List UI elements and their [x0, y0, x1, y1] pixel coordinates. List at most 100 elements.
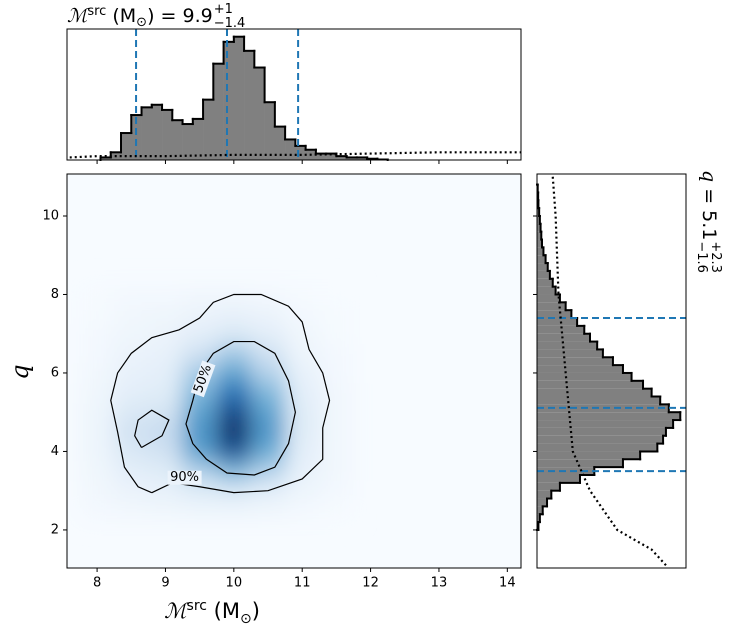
axes-frame: [66, 173, 522, 569]
density-cell: [114, 422, 149, 443]
hist-bar: [223, 41, 235, 160]
x-tick-label: 10: [226, 576, 243, 591]
density-cell: [319, 343, 354, 364]
density-cell: [79, 500, 115, 521]
title-part: ⊙: [136, 15, 147, 30]
density-cell: [114, 402, 149, 423]
hist-bar: [537, 270, 551, 279]
density-cell: [79, 441, 115, 462]
hist-bar: [285, 139, 296, 160]
density-cell: [319, 323, 354, 345]
title-sub: −1.4: [214, 16, 246, 31]
density-cell: [79, 402, 115, 423]
hist-bar: [537, 231, 542, 240]
label-part: (M: [207, 599, 240, 623]
density-cell: [319, 422, 354, 443]
density-cell: [250, 343, 286, 364]
x-tick-label: 12: [362, 576, 379, 591]
density-cell: [216, 441, 252, 462]
density-cell: [114, 304, 149, 325]
density-cell: [79, 304, 115, 325]
density-cell: [285, 382, 320, 403]
density-cell: [319, 382, 354, 403]
hist-bar: [151, 104, 163, 160]
hist-bar: [537, 255, 546, 264]
hist-bar: [315, 153, 327, 160]
label-part: src: [187, 598, 207, 614]
hist-bar: [537, 349, 604, 358]
contour-line: [134, 409, 170, 449]
hist-bar: [537, 435, 664, 444]
title-sub: −1.6: [694, 241, 709, 273]
density-cell: [114, 382, 149, 403]
density-cell: [182, 284, 218, 305]
hist-bar: [162, 109, 173, 160]
axes-frame: [66, 28, 522, 161]
y-tick-label: 2: [51, 522, 59, 537]
hist-bar: [537, 427, 667, 436]
density-cell: [114, 441, 149, 462]
density-cell: [285, 480, 320, 502]
density-cell: [216, 363, 252, 384]
density-cell: [319, 461, 354, 482]
prior-line: [551, 176, 667, 566]
right-title: q = 5.1 +2.3 −1.6: [694, 170, 723, 273]
density-cell: [250, 441, 286, 462]
hist-bar: [537, 247, 544, 256]
density-cell: [114, 461, 149, 482]
title-part: (M: [106, 5, 136, 27]
hist-bar: [537, 482, 561, 491]
hist-bar: [100, 157, 112, 160]
hist-bar: [336, 156, 347, 160]
density-cell: [182, 343, 218, 364]
hist-bar: [326, 153, 337, 160]
density-cell: [148, 422, 184, 443]
hist-bar: [537, 302, 566, 311]
hist-bar: [182, 124, 194, 160]
hist-bar: [537, 286, 556, 295]
density-cell: [216, 343, 252, 364]
label-part: ⊙: [240, 611, 252, 627]
title-sup: +1: [214, 2, 233, 17]
x-tick-label: 11: [294, 576, 311, 591]
density-cell: [79, 382, 115, 403]
density-cell: [148, 284, 184, 305]
density-cell: [216, 304, 252, 325]
hist-bar: [537, 294, 561, 303]
hist-bar: [537, 420, 674, 428]
density-cell: [216, 500, 252, 521]
density-cell: [250, 304, 286, 325]
contour-label-gap: [167, 470, 202, 485]
hist-bar: [264, 102, 276, 160]
hist-bar: [537, 372, 632, 381]
density-cells: [79, 284, 354, 521]
hist-bar: [192, 118, 204, 160]
x-tick-label: 13: [431, 576, 448, 591]
contour-label-gap: [190, 360, 216, 398]
hist-bar: [537, 396, 661, 405]
title-part: src: [87, 4, 106, 19]
hist-bar: [121, 133, 132, 160]
hist-bar: [274, 126, 286, 160]
y-tick-label: 10: [42, 208, 59, 223]
density-cell: [250, 422, 286, 443]
hist-bar: [537, 325, 585, 334]
hist-bar: [203, 99, 214, 160]
x-tick-label: 14: [499, 576, 516, 591]
y-tick-label: 6: [51, 365, 59, 380]
density-cell: [79, 343, 115, 364]
density-cell: [285, 284, 320, 305]
density-cell: [250, 500, 286, 521]
hist-bar: [537, 215, 541, 224]
density-cell: [285, 402, 320, 423]
density-cell: [114, 323, 149, 345]
hist-bar: [537, 451, 641, 460]
density-cell: [250, 323, 286, 345]
density-cell: [79, 323, 115, 345]
density-cell: [114, 480, 149, 502]
density-cell: [216, 323, 252, 345]
density-cell: [285, 343, 320, 364]
density-cell: [319, 441, 354, 462]
density-cell: [319, 500, 354, 521]
